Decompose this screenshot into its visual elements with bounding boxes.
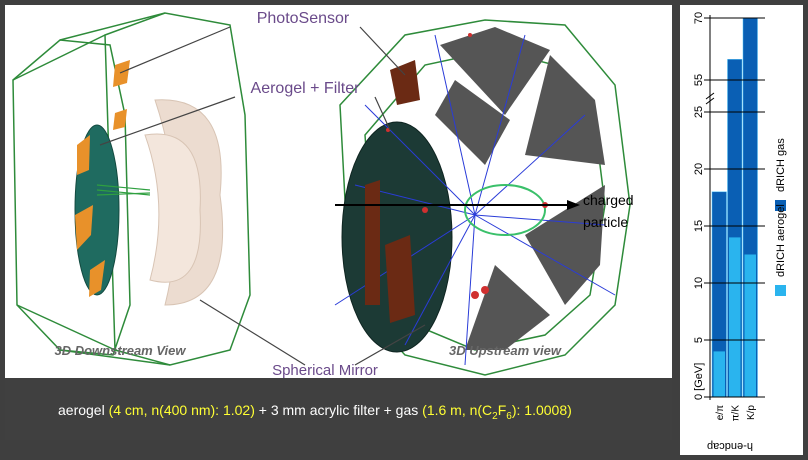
bar [714, 351, 726, 397]
x-tick-label: K/p [746, 405, 757, 420]
label: particle [583, 214, 628, 230]
legend-label: dRICH gas [775, 138, 787, 192]
view-label: 3D Upstream view [449, 343, 562, 358]
caption-text: + 3 mm acrylic filter + gas [255, 402, 422, 418]
page: {"labels": {"photosensor": "PhotoSensor"… [0, 0, 808, 459]
label: Aerogel + Filter [251, 80, 361, 97]
y-tick-label: 5 [693, 337, 705, 343]
legend-label: dRICH aerogel [775, 204, 787, 277]
y-tick-label: 15 [693, 220, 705, 232]
mirror [145, 134, 200, 282]
label: PhotoSensor [257, 10, 350, 27]
ring [465, 185, 545, 235]
y-tick-label: 20 [693, 163, 705, 175]
x-tick-label: e/π [715, 405, 726, 420]
view-label: 3D Downstream View [54, 343, 186, 358]
y-tick-label: 0 [GeV] [693, 363, 705, 400]
caption-text: ): 1.0008) [512, 402, 572, 418]
y-tick-label: 10 [693, 277, 705, 289]
caption-text: (1.6 m, n(C [422, 402, 492, 418]
x-axis-label: h-endcap [707, 440, 753, 452]
y-tick-label: 55 [693, 74, 705, 86]
x-tick-label: π/K [730, 405, 741, 422]
bar [745, 255, 757, 398]
figure-panel: PhotoSensor Aerogel + Filter Spherical M… [5, 5, 672, 378]
caption: aerogel (4 cm, n(400 nm): 1.02) + 3 mm a… [5, 380, 672, 440]
downstream-drawing [13, 13, 250, 365]
mirror-segments [435, 27, 605, 350]
wireframe [60, 13, 165, 40]
label: charged [583, 192, 634, 208]
y-tick-label: 25 [693, 106, 705, 118]
caption-text: F [498, 402, 507, 418]
caption-text: (4 cm, n(400 nm): 1.02) [109, 402, 255, 418]
caption-text: aerogel [58, 402, 109, 418]
detector-illustration: PhotoSensor Aerogel + Filter Spherical M… [5, 5, 672, 378]
chart: 0 [GeV] 5 10 15 20 25 55 70 e/π π/K K/p h-endcap dRI… [680, 5, 803, 455]
y-tick-label: 70 [693, 12, 705, 24]
bar [729, 237, 741, 397]
label: Spherical Mirror [272, 362, 378, 378]
chart-panel: 0 [GeV] 5 10 15 20 25 55 70 e/π π/K K/p h-endcap dRI… [680, 5, 803, 455]
legend-swatch [775, 285, 786, 296]
